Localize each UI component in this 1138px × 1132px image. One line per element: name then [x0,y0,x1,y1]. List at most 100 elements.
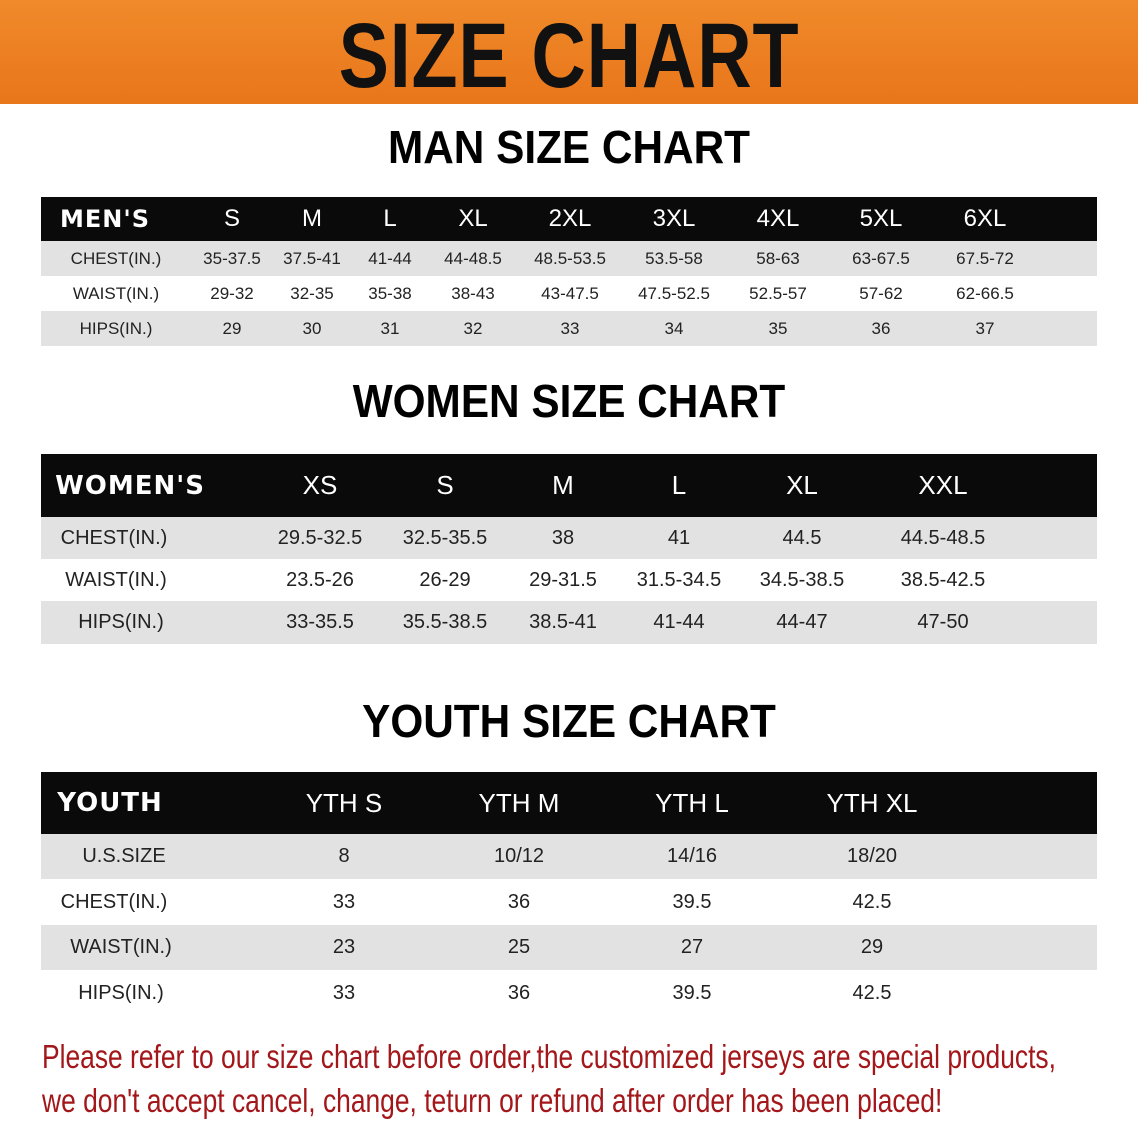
measurement-value: 37.5-41 [283,248,341,268]
header-banner: SIZE CHART [0,0,1138,107]
measurement-value: 35-37.5 [203,248,261,268]
measurement-value: 35-38 [368,283,412,303]
measurement-value: 39.5 [672,890,712,913]
measurement-value: 29-32 [210,283,254,303]
measurement-value: 44.5-48.5 [900,526,986,549]
table-row: CHEST(IN.) 33 36 39.5 42.5 [41,879,1097,925]
measurement-value: 36 [507,890,531,913]
measurement-value: 52.5-57 [749,283,807,303]
measurement-value: 14/16 [666,845,718,867]
measurement-value: 36 [871,318,891,338]
table-row: CHEST(IN.) 35-37.5 37.5-41 41-44 44-48.5 48.5… [41,241,1097,276]
measurement-value: 29 [860,936,884,958]
measurement-value: 33 [332,890,356,913]
measurement-value: 44.5 [782,526,822,549]
measurement-value: 35 [768,318,788,338]
size-header-cell: YTH M [478,787,560,818]
measurement-value: 38.5-41 [529,611,597,633]
measurement-label: WAIST(IN.) [72,283,160,303]
men-section-title: MAN SIZE CHART [387,121,751,173]
measurement-value: 32-35 [290,283,334,303]
size-header-cell: 2XL [548,205,592,232]
measurement-value: 10/12 [493,845,545,867]
measurement-value: 38.5-42.5 [900,568,986,591]
measurement-label: WAIST(IN.) [65,568,167,591]
measurement-value: 23.5-26 [286,568,354,591]
size-header-cell: XL [458,205,488,232]
measurement-value: 44-48.5 [444,248,502,268]
measurement-value: 42.5 [852,981,892,1004]
measurement-value: 47.5-52.5 [638,283,710,303]
measurement-value: 18/20 [846,845,898,867]
measurement-value: 63-67.5 [852,248,910,268]
measurement-label: HIPS(IN.) [78,611,164,633]
measurement-value: 29.5-32.5 [277,526,363,549]
measurement-value: 36 [507,981,531,1004]
size-header-cell: XXL [918,470,968,500]
measurement-value: 38 [551,526,575,549]
size-header-cell: S [223,205,241,232]
measurement-value: 29-31.5 [529,568,597,591]
measurement-value: 27 [680,936,704,958]
table-row: WAIST(IN.) 23.5-26 26-29 29-31.5 31.5-34.5 34… [41,559,1097,601]
table-row: WAIST(IN.) 23 25 27 29 [41,925,1097,970]
measurement-label: HIPS(IN.) [79,318,153,338]
measurement-value: 41 [667,526,691,549]
size-header-cell: YTH L [655,787,729,818]
women-section-title: WOMEN SIZE CHART [352,375,786,427]
notice-line-1: Please refer to our size chart before or… [42,1038,1056,1075]
measurement-value: 39.5 [672,981,712,1004]
size-header-cell: XS [302,470,338,500]
header-row: YOUTH YTH S YTH M YTH L YTH XL [41,772,1097,834]
table-row: WAIST(IN.) 29-32 32-35 35-38 38-43 43-47.5 47.… [41,276,1097,311]
size-header-cell: YTH S [305,787,383,818]
table-title-cell: YOUTH [57,788,163,818]
measurement-value: 44-47 [776,611,828,633]
measurement-label: CHEST(IN.) [60,890,168,913]
measurement-value: 62-66.5 [956,283,1014,303]
measurement-value: 25 [507,936,531,958]
size-header-cell: S [436,470,454,500]
measurement-value: 48.5-53.5 [534,248,606,268]
header-row: WOMEN'S XS S M L XL XXL [41,454,1097,517]
measurement-value: 35.5-38.5 [402,611,488,633]
measurement-value: 29 [222,318,242,338]
table-row: CHEST(IN.) 29.5-32.5 32.5-35.5 38 41 44.5 44.5… [41,517,1097,559]
measurement-value: 41-44 [653,611,705,633]
table-title-cell: MEN'S [60,205,150,233]
measurement-value: 32 [463,318,483,338]
measurement-value: 33 [332,981,356,1004]
measurement-value: 34 [664,318,684,338]
banner-title: SIZE CHART [338,5,800,107]
measurement-label: CHEST(IN.) [70,248,162,268]
measurement-label: HIPS(IN.) [78,981,164,1004]
table-title-cell: WOMEN'S [55,470,205,501]
measurement-value: 38-43 [451,283,495,303]
measurement-value: 31 [380,318,400,338]
youth-section-title: YOUTH SIZE CHART [362,695,776,747]
notice-line-2: we don't accept cancel, change, teturn o… [42,1082,943,1119]
table-row: HIPS(IN.) 33-35.5 35.5-38.5 38.5-41 41-44 44-… [41,601,1097,644]
size-header-cell: XL [786,470,818,500]
measurement-value: 41-44 [368,248,412,268]
table-row: HIPS(IN.) 33 36 39.5 42.5 [41,970,1097,1016]
measurement-value: 67.5-72 [956,248,1014,268]
measurement-value: 47-50 [917,611,969,633]
size-header-cell: M [302,205,322,232]
measurement-value: 31.5-34.5 [636,568,722,591]
size-header-cell: L [383,205,397,232]
measurement-value: 23 [332,936,356,958]
measurement-value: 37 [975,318,995,338]
table-row: U.S.SIZE 8 10/12 14/16 18/20 [41,834,1097,879]
measurement-label: U.S.SIZE [82,845,166,867]
size-header-cell: M [552,470,574,500]
size-header-cell: 4XL [756,205,800,232]
measurement-value: 32.5-35.5 [402,526,488,549]
measurement-value: 34.5-38.5 [759,568,845,591]
header-row: MEN'S S M L XL 2XL 3XL 4XL 5XL 6XL [41,197,1097,241]
measurement-value: 58-63 [756,248,800,268]
measurement-value: 33 [560,318,580,338]
measurement-value: 43-47.5 [541,283,599,303]
measurement-value: 42.5 [852,890,892,913]
measurement-value: 30 [302,318,322,338]
